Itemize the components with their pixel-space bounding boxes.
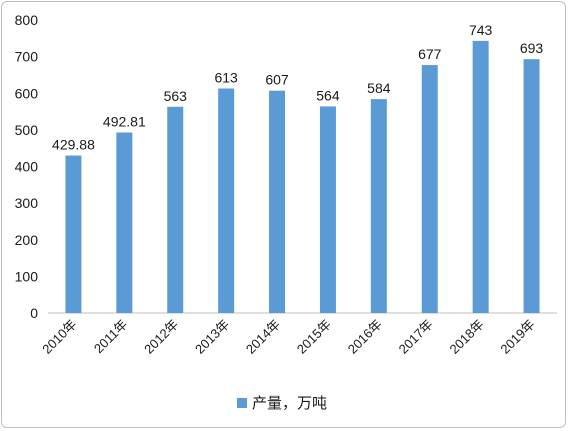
y-tick-label: 0 — [30, 305, 38, 321]
y-axis-ticks: 0 100 200 300 400 500 600 700 800 — [15, 12, 39, 321]
bar — [65, 155, 82, 313]
category-label: 2012年 — [141, 317, 181, 357]
category-label: 2018年 — [447, 317, 487, 357]
y-tick-label: 100 — [15, 268, 39, 284]
data-label: 743 — [469, 22, 493, 38]
category-label: 2010年 — [39, 317, 79, 357]
data-label: 677 — [418, 46, 442, 62]
category-label: 2011年 — [91, 317, 131, 357]
category-label: 2019年 — [497, 317, 537, 357]
legend-label: 产量，万吨 — [252, 395, 327, 412]
bar — [269, 90, 286, 313]
y-tick-label: 800 — [15, 12, 39, 28]
data-label: 563 — [164, 88, 188, 104]
bar — [421, 65, 438, 313]
y-tick-label: 300 — [15, 195, 39, 211]
bar — [116, 132, 133, 313]
data-label: 584 — [367, 80, 391, 96]
category-label: 2014年 — [243, 317, 283, 357]
data-labels: 429.88 492.81 563 613 607 564 584 677 743 693 — [52, 22, 543, 153]
bar — [319, 106, 336, 313]
data-label: 492.81 — [103, 114, 146, 130]
bar — [218, 88, 235, 314]
category-label: 2017年 — [396, 317, 436, 357]
data-label: 607 — [265, 72, 289, 88]
bar — [523, 59, 540, 313]
x-axis-categories: 2010年 2011年 2012年 2013年 2014年 2015年 2016年 2017年… — [39, 317, 537, 357]
data-label: 613 — [214, 69, 238, 85]
category-label: 2013年 — [192, 317, 232, 357]
bar — [472, 40, 489, 313]
data-label: 429.88 — [52, 137, 95, 153]
y-tick-label: 700 — [15, 49, 39, 65]
bar — [167, 106, 184, 314]
category-label: 2016年 — [345, 317, 385, 357]
legend: 产量，万吨 — [237, 395, 327, 412]
bars — [65, 40, 540, 314]
y-tick-label: 500 — [15, 122, 39, 138]
bar — [370, 99, 387, 313]
category-label: 2015年 — [294, 317, 334, 357]
y-tick-label: 400 — [15, 159, 39, 175]
y-tick-label: 600 — [15, 85, 39, 101]
data-label: 693 — [520, 40, 544, 56]
legend-swatch — [237, 398, 247, 408]
data-label: 564 — [316, 87, 340, 103]
y-tick-label: 200 — [15, 232, 39, 248]
